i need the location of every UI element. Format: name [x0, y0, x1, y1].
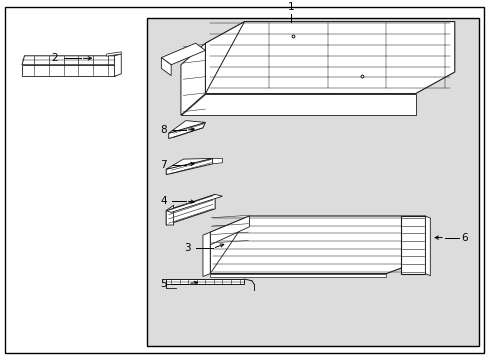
- Polygon shape: [210, 216, 249, 245]
- Polygon shape: [181, 94, 415, 115]
- Polygon shape: [203, 232, 210, 276]
- Polygon shape: [166, 279, 244, 284]
- Polygon shape: [425, 216, 429, 276]
- Text: 5: 5: [160, 279, 167, 289]
- Text: 6: 6: [460, 233, 467, 243]
- Polygon shape: [106, 52, 121, 56]
- Text: 2: 2: [51, 53, 58, 63]
- Text: 8: 8: [160, 125, 167, 135]
- Polygon shape: [181, 43, 205, 115]
- Polygon shape: [22, 65, 115, 76]
- Polygon shape: [166, 158, 212, 169]
- Polygon shape: [166, 194, 222, 212]
- Polygon shape: [161, 43, 205, 65]
- Polygon shape: [168, 121, 205, 133]
- Text: 7: 7: [160, 159, 167, 170]
- Polygon shape: [212, 158, 222, 164]
- Polygon shape: [166, 205, 173, 225]
- Text: 3: 3: [183, 243, 190, 253]
- Polygon shape: [168, 122, 205, 139]
- Text: 1: 1: [287, 1, 294, 12]
- Polygon shape: [166, 194, 215, 225]
- Polygon shape: [210, 274, 386, 277]
- Polygon shape: [210, 216, 425, 274]
- Polygon shape: [400, 216, 425, 274]
- Polygon shape: [166, 158, 212, 175]
- Polygon shape: [114, 54, 121, 76]
- Polygon shape: [205, 22, 454, 94]
- Polygon shape: [161, 58, 171, 76]
- Bar: [146, 18, 478, 346]
- Polygon shape: [22, 56, 117, 65]
- Text: 4: 4: [160, 196, 167, 206]
